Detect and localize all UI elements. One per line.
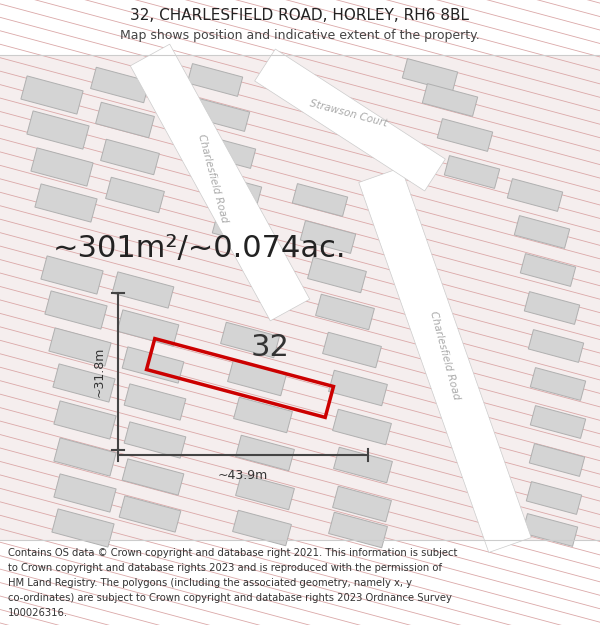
Text: ~31.8m: ~31.8m — [93, 346, 106, 397]
Polygon shape — [117, 310, 179, 346]
Polygon shape — [52, 509, 114, 547]
Polygon shape — [422, 84, 478, 116]
Text: Map shows position and indicative extent of the property.: Map shows position and indicative extent… — [120, 29, 480, 42]
Polygon shape — [300, 221, 356, 253]
Polygon shape — [41, 256, 103, 294]
Text: Charlesfield Road: Charlesfield Road — [428, 309, 461, 401]
Polygon shape — [528, 329, 584, 362]
Text: 32, CHARLESFIELD ROAD, HORLEY, RH6 8BL: 32, CHARLESFIELD ROAD, HORLEY, RH6 8BL — [131, 9, 470, 24]
Polygon shape — [124, 384, 186, 420]
Polygon shape — [45, 291, 107, 329]
Polygon shape — [329, 370, 388, 406]
Polygon shape — [529, 444, 585, 476]
Polygon shape — [21, 76, 83, 114]
Polygon shape — [323, 332, 382, 367]
Polygon shape — [236, 435, 295, 471]
Polygon shape — [122, 347, 184, 383]
Polygon shape — [49, 328, 111, 366]
Polygon shape — [27, 111, 89, 149]
Polygon shape — [308, 258, 367, 292]
Polygon shape — [292, 184, 348, 216]
Polygon shape — [124, 422, 186, 458]
Polygon shape — [507, 179, 563, 211]
Polygon shape — [54, 401, 116, 439]
Polygon shape — [514, 216, 570, 248]
Polygon shape — [437, 119, 493, 151]
Polygon shape — [112, 272, 174, 308]
Polygon shape — [91, 68, 149, 102]
Polygon shape — [316, 294, 374, 330]
Polygon shape — [53, 364, 115, 402]
Text: Charlesfield Road: Charlesfield Road — [196, 132, 230, 223]
Polygon shape — [233, 398, 292, 432]
Polygon shape — [402, 59, 458, 91]
Polygon shape — [254, 49, 445, 191]
Polygon shape — [530, 368, 586, 401]
Polygon shape — [332, 409, 391, 445]
Polygon shape — [236, 474, 295, 510]
Polygon shape — [106, 177, 164, 212]
Polygon shape — [522, 514, 578, 546]
Polygon shape — [35, 184, 97, 222]
Text: ~301m²/~0.074ac.: ~301m²/~0.074ac. — [53, 234, 347, 262]
Polygon shape — [227, 360, 286, 396]
Text: HM Land Registry. The polygons (including the associated geometry, namely x, y: HM Land Registry. The polygons (includin… — [8, 578, 412, 588]
Polygon shape — [206, 174, 262, 206]
Polygon shape — [334, 448, 392, 482]
Polygon shape — [212, 214, 268, 246]
Polygon shape — [187, 64, 243, 96]
Polygon shape — [221, 322, 280, 357]
Text: Strawson Court: Strawson Court — [308, 98, 388, 128]
Polygon shape — [530, 406, 586, 438]
Bar — [0, 55, 600, 540]
Text: 100026316.: 100026316. — [8, 608, 68, 618]
Polygon shape — [194, 99, 250, 131]
Text: 32: 32 — [251, 334, 289, 362]
Text: ~43.9m: ~43.9m — [218, 469, 268, 482]
Polygon shape — [31, 148, 93, 186]
Polygon shape — [119, 496, 181, 532]
Polygon shape — [526, 482, 582, 514]
Text: to Crown copyright and database rights 2023 and is reproduced with the permissio: to Crown copyright and database rights 2… — [8, 563, 442, 573]
Polygon shape — [130, 44, 310, 321]
Polygon shape — [332, 486, 391, 522]
Polygon shape — [200, 136, 256, 168]
Text: co-ordinates) are subject to Crown copyright and database rights 2023 Ordnance S: co-ordinates) are subject to Crown copyr… — [8, 593, 452, 603]
Polygon shape — [233, 510, 292, 546]
Text: Contains OS data © Crown copyright and database right 2021. This information is : Contains OS data © Crown copyright and d… — [8, 548, 457, 558]
Polygon shape — [520, 254, 576, 286]
Polygon shape — [54, 474, 116, 512]
Polygon shape — [524, 292, 580, 324]
Polygon shape — [444, 156, 500, 188]
Polygon shape — [54, 438, 116, 476]
Polygon shape — [101, 139, 160, 175]
Polygon shape — [329, 512, 388, 548]
Polygon shape — [122, 459, 184, 495]
Polygon shape — [359, 168, 531, 552]
Polygon shape — [95, 102, 154, 138]
